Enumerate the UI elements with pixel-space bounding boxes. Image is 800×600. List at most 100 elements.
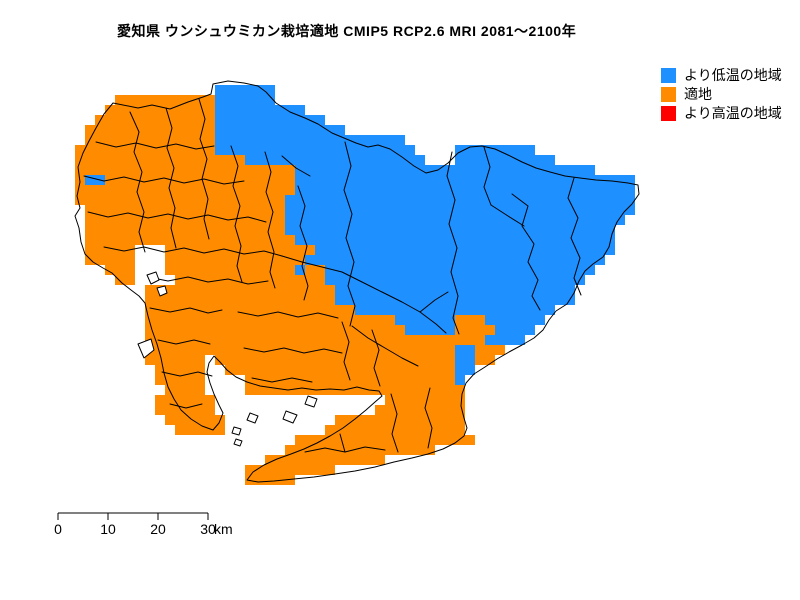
map-cell bbox=[485, 175, 495, 185]
map-cell bbox=[235, 285, 245, 295]
map-cell bbox=[345, 435, 355, 445]
map-cell bbox=[345, 235, 355, 245]
map-cell bbox=[475, 225, 485, 235]
map-cell bbox=[455, 425, 465, 435]
map-cell bbox=[275, 225, 285, 235]
map-cell bbox=[535, 185, 545, 195]
map-cell bbox=[215, 325, 225, 335]
map-cell bbox=[195, 195, 205, 205]
legend-swatch bbox=[661, 86, 676, 102]
map-cell bbox=[355, 425, 365, 435]
map-cell bbox=[245, 85, 255, 95]
map-cell bbox=[455, 185, 465, 195]
map-cell bbox=[315, 335, 325, 345]
map-cell bbox=[125, 165, 135, 175]
map-cell bbox=[305, 235, 315, 245]
map-cell bbox=[305, 175, 315, 185]
map-cell bbox=[205, 155, 215, 165]
map-cell bbox=[135, 135, 145, 145]
map-cell bbox=[155, 105, 165, 115]
map-cell bbox=[465, 145, 475, 155]
map-cell bbox=[385, 305, 395, 315]
map-cell bbox=[465, 235, 475, 245]
map-cell bbox=[285, 245, 295, 255]
map-cell bbox=[175, 375, 185, 385]
map-cell bbox=[495, 155, 505, 165]
map-cell bbox=[385, 295, 395, 305]
map-cell bbox=[245, 285, 255, 295]
map-cell bbox=[175, 285, 185, 295]
map-cell bbox=[275, 155, 285, 165]
map-cell bbox=[105, 205, 115, 215]
map-cell bbox=[355, 135, 365, 145]
map-cell bbox=[495, 335, 505, 345]
map-cell bbox=[175, 125, 185, 135]
map-cell bbox=[425, 345, 435, 355]
map-cell bbox=[305, 345, 315, 355]
map-cell bbox=[565, 165, 575, 175]
map-cell bbox=[235, 95, 245, 105]
map-cell bbox=[345, 135, 355, 145]
map-cell bbox=[415, 415, 425, 425]
map-cell bbox=[335, 175, 345, 185]
map-cell bbox=[255, 475, 265, 485]
map-cell bbox=[395, 435, 405, 445]
map-cell bbox=[255, 145, 265, 155]
map-cell bbox=[465, 265, 475, 275]
legend-item: 適地 bbox=[661, 85, 782, 103]
map-cell bbox=[155, 335, 165, 345]
map-cell bbox=[395, 335, 405, 345]
map-cell bbox=[255, 285, 265, 295]
map-cell bbox=[295, 345, 305, 355]
map-cell bbox=[145, 225, 155, 235]
map-cell bbox=[245, 305, 255, 315]
map-cell bbox=[125, 95, 135, 105]
map-cell bbox=[385, 255, 395, 265]
map-cell bbox=[505, 295, 515, 305]
map-cell bbox=[135, 195, 145, 205]
map-cell bbox=[415, 285, 425, 295]
map-cell bbox=[275, 375, 285, 385]
map-cell bbox=[275, 355, 285, 365]
map-cell bbox=[455, 365, 465, 375]
map-cell bbox=[345, 275, 355, 285]
map-cell bbox=[315, 195, 325, 205]
map-cell bbox=[125, 245, 135, 255]
map-cell bbox=[555, 235, 565, 245]
map-cell bbox=[345, 375, 355, 385]
map-cell bbox=[175, 395, 185, 405]
map-cell bbox=[485, 285, 495, 295]
map-cell bbox=[425, 305, 435, 315]
map-cell bbox=[435, 185, 445, 195]
map-cell bbox=[325, 345, 335, 355]
map-cell bbox=[95, 185, 105, 195]
map-cell bbox=[175, 345, 185, 355]
map-cell bbox=[475, 205, 485, 215]
map-cell bbox=[385, 435, 395, 445]
map-cell bbox=[315, 215, 325, 225]
map-cell bbox=[395, 225, 405, 235]
map-cell bbox=[355, 265, 365, 275]
map-cell bbox=[295, 105, 305, 115]
map-cell bbox=[465, 215, 475, 225]
map-cell bbox=[215, 285, 225, 295]
map-cell bbox=[595, 185, 605, 195]
map-cell bbox=[495, 285, 505, 295]
map-cell bbox=[435, 375, 445, 385]
map-cell bbox=[435, 355, 445, 365]
map-cell bbox=[345, 285, 355, 295]
map-cell bbox=[295, 185, 305, 195]
map-cell bbox=[545, 285, 555, 295]
map-cell bbox=[245, 255, 255, 265]
map-cell bbox=[515, 165, 525, 175]
map-cell bbox=[615, 175, 625, 185]
map-cell bbox=[365, 455, 375, 465]
map-cell bbox=[315, 455, 325, 465]
map-cell bbox=[585, 245, 595, 255]
map-cell bbox=[425, 275, 435, 285]
map-cell bbox=[125, 265, 135, 275]
map-cell bbox=[315, 145, 325, 155]
map-cell bbox=[495, 265, 505, 275]
map-cell bbox=[405, 395, 415, 405]
map-cell bbox=[475, 255, 485, 265]
